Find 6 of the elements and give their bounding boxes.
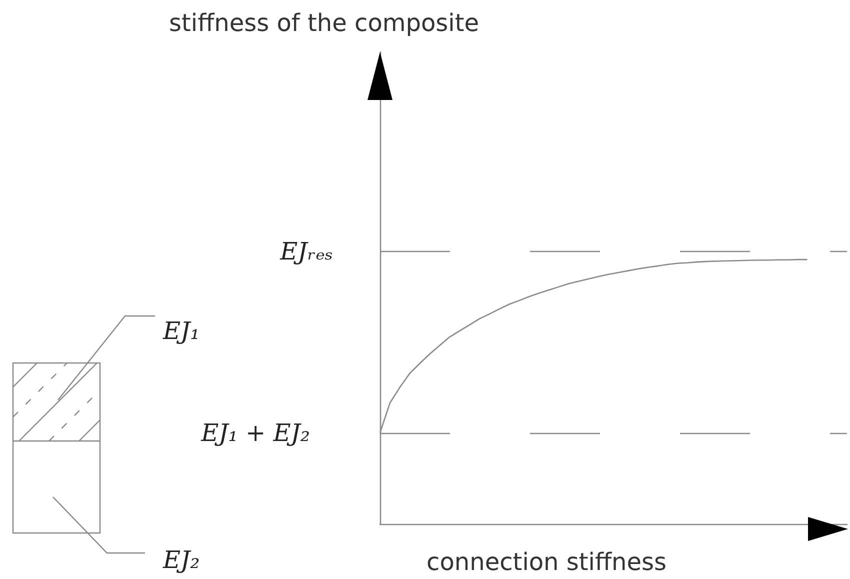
- text: stiffness of the composite: [168, 9, 480, 37]
- x-axis-title: connection stiffness: [426, 548, 666, 576]
- text: EJ₂: [162, 546, 200, 574]
- ref-line-label: EJ₁ + EJ₂: [200, 418, 310, 447]
- text: EJ₁: [162, 317, 200, 345]
- ref-line-label: EJᵣₑₛ: [279, 238, 333, 266]
